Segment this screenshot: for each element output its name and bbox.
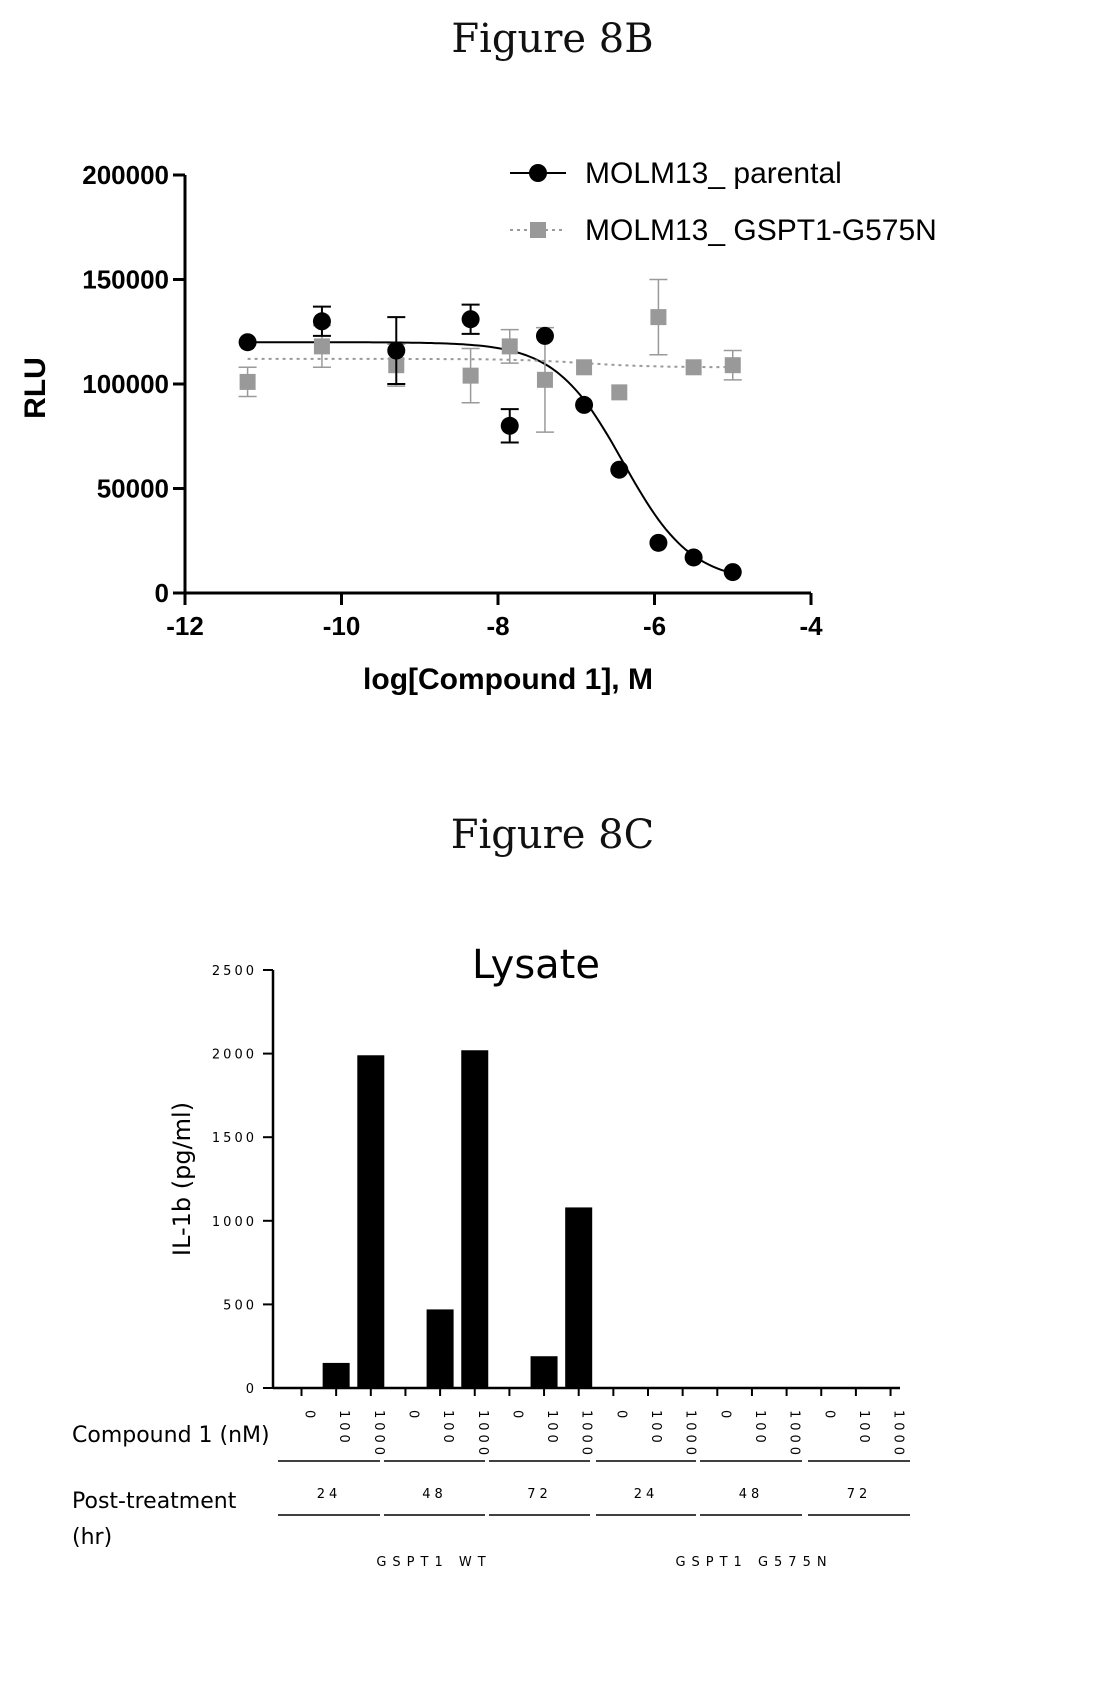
category-label: 1000 — [891, 1410, 906, 1459]
y-tick-label: 50000 — [97, 474, 169, 504]
y-tick-label: 100000 — [82, 369, 169, 399]
chart-title: Lysate — [472, 942, 600, 988]
legend-marker-mutant — [530, 222, 546, 238]
figure-8b-title: Figure 8B — [451, 16, 654, 62]
mutant-fit-curve — [247, 357, 733, 369]
post-treatment-unit-label: (hr) — [72, 1525, 112, 1550]
parental-point — [387, 341, 406, 360]
y-axis-label: IL-1b (pg/ml) — [168, 1102, 196, 1256]
x-tick-label: -10 — [323, 611, 361, 641]
dose-response-chart: 0 50000 100000 150000 200000 -12 -10 -8 -6 -4 log[… — [19, 157, 937, 696]
mutant-point — [239, 373, 256, 390]
time-group-label: 72 — [847, 1487, 872, 1502]
y-tick-label: 200000 — [82, 160, 169, 190]
parental-point — [238, 333, 257, 352]
time-group-label: 24 — [317, 1487, 342, 1502]
mutant-point — [611, 384, 628, 401]
parental-point — [723, 563, 742, 582]
legend-marker-parental — [529, 164, 547, 182]
category-label: 0 — [613, 1410, 628, 1422]
bar — [426, 1309, 454, 1388]
figure-8c-title: Figure 8C — [450, 812, 655, 858]
mutant-point — [501, 338, 518, 355]
y-tick-label: 1000 — [212, 1215, 257, 1230]
category-label: 100 — [440, 1410, 455, 1447]
bar — [461, 1050, 489, 1388]
category-label: 1000 — [787, 1410, 802, 1459]
parental-point — [649, 533, 668, 552]
y-tick-label: 500 — [223, 1298, 257, 1313]
parental-point — [610, 460, 629, 479]
parental-point — [461, 310, 480, 329]
y-tick-label: 150000 — [82, 265, 169, 295]
x-tick-label: -8 — [486, 611, 509, 641]
category-label: 100 — [752, 1410, 767, 1447]
legend-label-mutant: MOLM13_ GSPT1-G575N — [585, 214, 937, 247]
category-label: 0 — [717, 1410, 732, 1422]
y-tick-label: 0 — [246, 1382, 257, 1397]
mutant-point — [462, 367, 479, 384]
x-axis-label: log[Compound 1], M — [363, 663, 653, 696]
category-label: 1000 — [579, 1410, 594, 1459]
time-group-label: 72 — [527, 1487, 552, 1502]
time-group-label: 24 — [634, 1487, 659, 1502]
category-label: 0 — [302, 1410, 317, 1422]
y-axis-label: RLU — [19, 357, 52, 419]
mutant-point — [650, 309, 667, 326]
parental-point — [535, 326, 554, 345]
y-tick-label: 2500 — [212, 964, 257, 979]
compound-row-label: Compound 1 (nM) — [72, 1423, 270, 1448]
y-tick-label: 1500 — [212, 1131, 257, 1146]
bar — [565, 1207, 593, 1388]
mutant-point — [576, 359, 593, 376]
category-label: 0 — [821, 1410, 836, 1422]
category-label: 1000 — [371, 1410, 386, 1459]
time-group-label: 48 — [422, 1487, 447, 1502]
category-label: 0 — [509, 1410, 524, 1422]
x-tick-label: -6 — [643, 611, 666, 641]
time-group-label: 48 — [739, 1487, 764, 1502]
bar — [322, 1362, 350, 1388]
parental-point — [575, 395, 594, 414]
category-label: 100 — [648, 1410, 663, 1447]
category-label: 0 — [405, 1410, 420, 1422]
x-tick-label: -4 — [799, 611, 823, 641]
mutant-point — [724, 357, 741, 374]
parental-point — [312, 312, 331, 331]
y-tick-label: 0 — [155, 578, 169, 608]
category-label: 1000 — [475, 1410, 490, 1459]
mutant-point — [313, 338, 330, 355]
category-label: 100 — [856, 1410, 871, 1447]
parental-point — [500, 416, 519, 435]
genotype-group-label: GSPT1 WT — [376, 1555, 491, 1570]
post-treatment-label: Post-treatment — [72, 1489, 237, 1514]
x-tick-label: -12 — [166, 611, 204, 641]
genotype-group-label: GSPT1 G575N — [675, 1555, 832, 1570]
parental-point — [684, 548, 703, 567]
y-tick-label: 2000 — [212, 1048, 257, 1063]
mutant-point — [685, 359, 702, 376]
category-label: 1000 — [683, 1410, 698, 1459]
legend-label-parental: MOLM13_ parental — [585, 157, 842, 190]
category-label: 100 — [544, 1410, 559, 1447]
category-label: 100 — [336, 1410, 351, 1447]
bar — [357, 1055, 385, 1388]
bar — [530, 1356, 558, 1388]
mutant-point — [536, 371, 553, 388]
